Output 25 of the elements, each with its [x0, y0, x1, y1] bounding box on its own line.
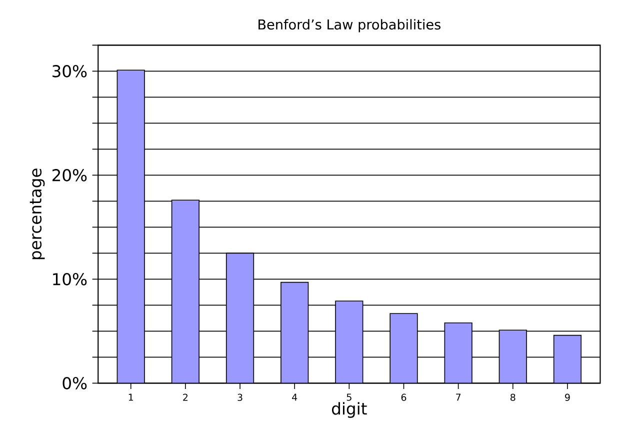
x-tick-label: 7	[456, 394, 461, 401]
bar	[280, 282, 309, 384]
x-tick-label: 1	[128, 394, 134, 401]
y-tick-label: 30%	[52, 64, 87, 78]
x-tick-label: 6	[401, 394, 406, 401]
bar	[444, 322, 472, 384]
x-tick-label: 3	[238, 394, 242, 401]
bar	[171, 200, 200, 384]
x-tick-label: 8	[510, 394, 516, 401]
y-axis-title: percentage	[30, 168, 45, 260]
bar	[116, 70, 145, 384]
x-axis-title: digit	[332, 402, 367, 418]
bar	[498, 330, 527, 384]
bar	[553, 334, 582, 384]
y-tick-label: 0%	[62, 376, 87, 390]
bar	[226, 252, 254, 384]
bar	[335, 300, 364, 384]
bar	[390, 313, 418, 384]
y-tick-label: 20%	[52, 168, 87, 182]
x-tick-label: 4	[292, 394, 298, 401]
y-tick-label: 10%	[53, 272, 87, 286]
chart-title: Benford’s Law probabilities	[258, 19, 440, 32]
x-tick-label: 2	[183, 394, 188, 401]
x-tick-label: 9	[565, 394, 570, 401]
x-tick-label: 5	[346, 394, 352, 401]
